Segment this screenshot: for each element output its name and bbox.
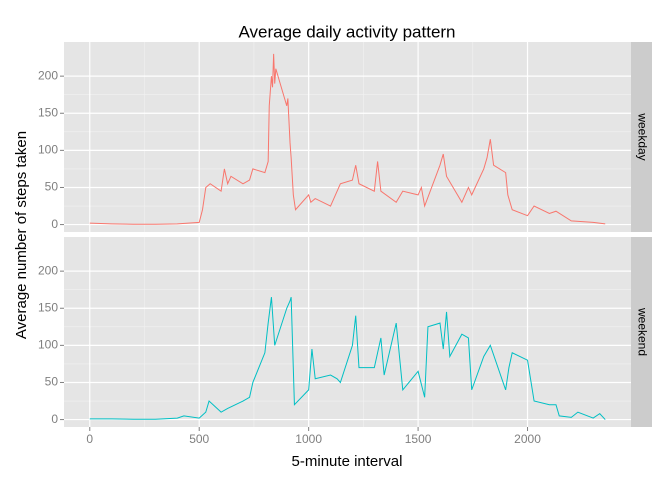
y-tick-label: 200	[38, 263, 58, 277]
x-tick-label: 1000	[295, 432, 322, 446]
line	[89, 53, 606, 225]
strip	[631, 42, 652, 232]
x-tick-label: 1500	[405, 432, 432, 446]
x-tick-label: 0	[86, 432, 93, 446]
strip	[631, 237, 652, 427]
panel	[64, 237, 631, 427]
strip-label: weekday	[635, 112, 649, 160]
chart-title: Average daily activity pattern	[238, 22, 455, 41]
y-tick-label: 100	[38, 143, 58, 157]
x-tick-label: 2000	[514, 432, 541, 446]
x-axis-label: 5-minute interval	[292, 453, 403, 470]
y-tick-label: 150	[38, 105, 58, 119]
y-tick-label: 100	[38, 338, 58, 352]
x-tick-label: 500	[189, 432, 209, 446]
y-axis-label: Average number of steps taken	[13, 131, 30, 339]
panel	[64, 42, 631, 232]
line	[89, 296, 606, 420]
y-tick-label: 150	[38, 300, 58, 314]
y-tick-label: 50	[45, 180, 59, 194]
y-tick-label: 0	[51, 412, 58, 426]
strip-label: weekend	[635, 307, 649, 356]
y-tick-label: 200	[38, 68, 58, 82]
y-tick-label: 0	[51, 217, 58, 231]
y-tick-label: 50	[45, 375, 59, 389]
